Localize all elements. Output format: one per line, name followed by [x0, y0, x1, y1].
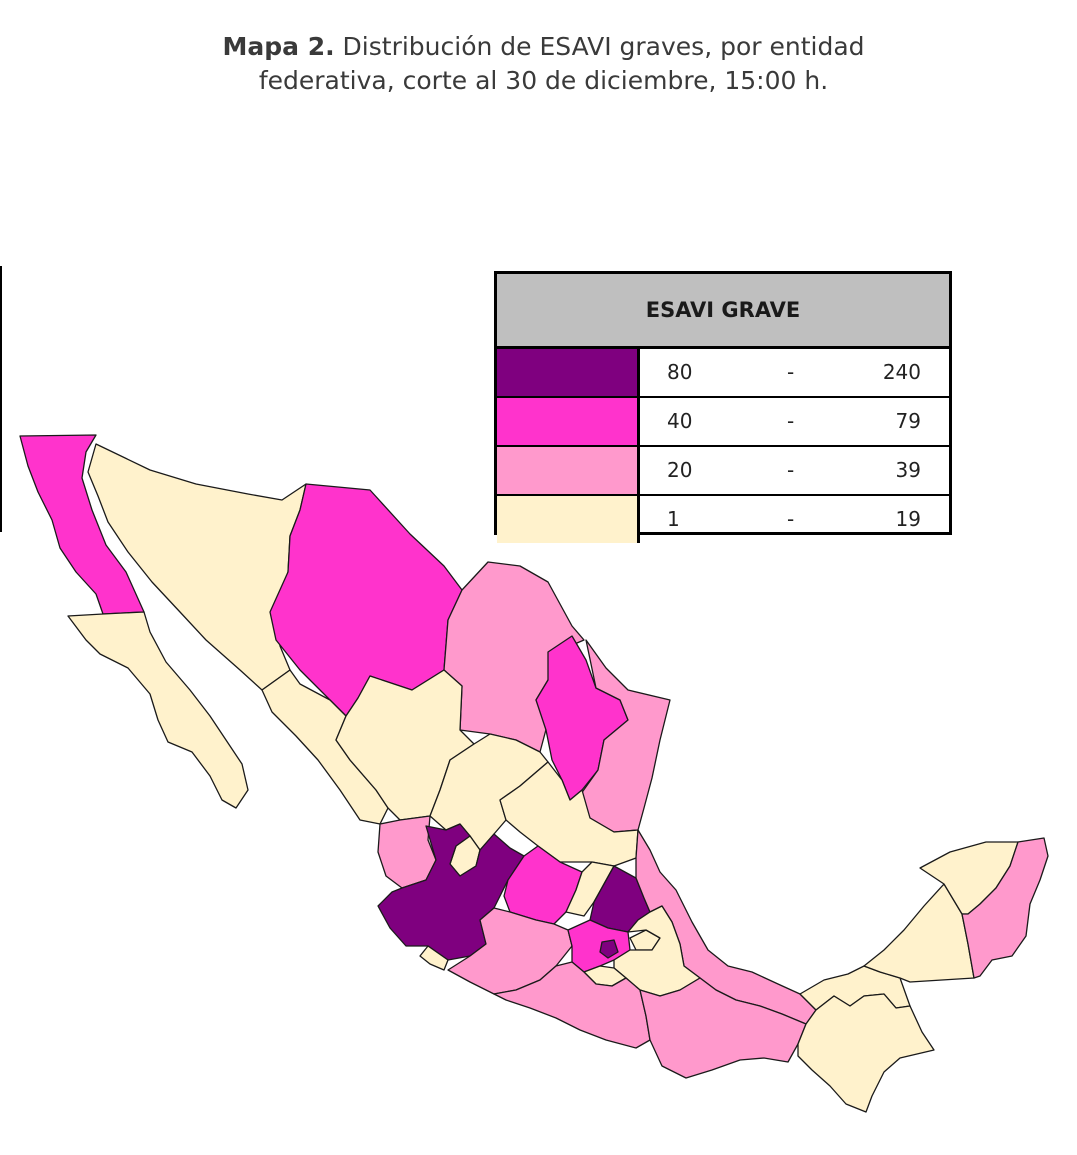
- state-chiapas: [797, 993, 935, 1113]
- legend-separator-3: -: [787, 458, 795, 482]
- state-ciudad-de-mexico: [599, 939, 619, 959]
- legend-separator-1: -: [787, 360, 795, 384]
- legend-separator-2: -: [787, 409, 795, 433]
- state-quintana-roo: [961, 837, 1049, 979]
- page-edge-line: [0, 266, 2, 532]
- legend-high-4: 19: [895, 507, 921, 531]
- legend-row-4: 1 - 19: [497, 496, 949, 543]
- legend-high-3: 39: [895, 458, 921, 482]
- state-michoacan: [447, 907, 573, 995]
- legend-separator-4: -: [787, 507, 795, 531]
- legend-row-1: 80 - 240: [497, 349, 949, 398]
- legend-low-3: 20: [667, 458, 693, 482]
- legend-swatch-2: [497, 398, 640, 445]
- legend-low-2: 40: [667, 409, 693, 433]
- legend-high-2: 79: [895, 409, 921, 433]
- legend-high-1: 240: [882, 360, 921, 384]
- state-nuevo-leon: [535, 635, 629, 801]
- map-title: Mapa 2. Distribución de ESAVI graves, po…: [0, 30, 1077, 98]
- state-baja-california-sur: [67, 611, 249, 809]
- state-sonora: [87, 443, 307, 691]
- map-title-number: Mapa 2.: [222, 32, 335, 61]
- legend-row-3: 20 - 39: [497, 447, 949, 496]
- map-title-line2: federativa, corte al 30 de diciembre, 15…: [258, 66, 829, 95]
- legend: ESAVI GRAVE 80 - 240 40 - 79 20 - 39 1 -…: [494, 271, 952, 543]
- legend-swatch-4: [497, 496, 640, 543]
- legend-swatch-3: [497, 447, 640, 494]
- legend-low-1: 80: [667, 360, 693, 384]
- legend-swatch-1: [497, 349, 640, 396]
- legend-header: ESAVI GRAVE: [497, 274, 949, 349]
- state-colima: [419, 945, 449, 971]
- map-title-line1: Distribución de ESAVI graves, por entida…: [334, 32, 865, 61]
- legend-low-4: 1: [667, 507, 680, 531]
- legend-row-2: 40 - 79: [497, 398, 949, 447]
- state-guanajuato: [503, 845, 583, 925]
